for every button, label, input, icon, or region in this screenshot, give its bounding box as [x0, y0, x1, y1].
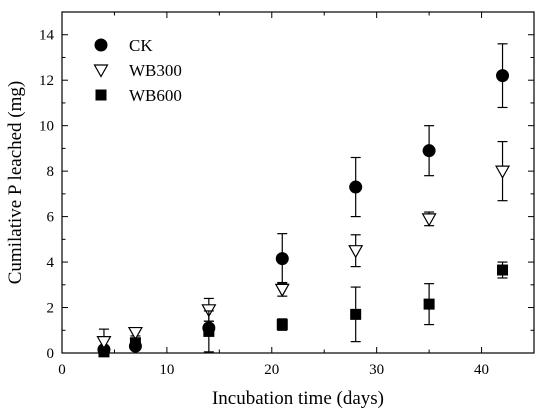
data-point: [423, 298, 435, 310]
data-point: [421, 213, 437, 227]
x-tick-label: 30: [369, 362, 384, 378]
plot-frame: [61, 11, 535, 354]
y-tick-label: 0: [47, 346, 55, 362]
x-tick-label: 20: [264, 362, 279, 378]
x-tick-label: 0: [58, 362, 66, 378]
legend-marker: [94, 38, 108, 52]
y-tick-label: 8: [47, 164, 55, 180]
x-tick-label: 10: [159, 362, 174, 378]
legend-label: WB600: [129, 86, 182, 105]
legend-entry: WB600: [95, 86, 182, 105]
y-tick-label: 12: [39, 73, 54, 89]
data-point: [274, 283, 290, 298]
data-points: [96, 43, 511, 358]
x-tick-label: 40: [474, 362, 489, 378]
legend-entry: CK: [94, 36, 153, 55]
y-tick-label: 4: [47, 255, 55, 271]
y-tick-label: 14: [39, 28, 55, 44]
data-point: [203, 325, 215, 337]
data-point: [495, 165, 511, 179]
data-point: [276, 319, 288, 331]
y-tick-label: 2: [47, 301, 55, 317]
legend-label: WB300: [129, 61, 182, 80]
y-tick-label: 6: [47, 210, 55, 226]
data-point: [96, 336, 112, 350]
data-point: [348, 245, 364, 259]
data-point: [350, 308, 362, 320]
legend-entry: WB300: [93, 61, 182, 80]
series-wb600: [98, 261, 509, 358]
data-point: [496, 69, 510, 83]
y-axis-title: Cumilative P leached (mg): [5, 81, 26, 285]
legend: CK WB300 WB600: [93, 36, 182, 105]
data-point: [349, 180, 363, 194]
x-axis-title: Incubation time (days): [212, 388, 384, 409]
legend-marker: [93, 64, 109, 78]
y-tick-label: 10: [39, 119, 54, 135]
data-point: [422, 144, 436, 158]
ticks: 0 10 20 30 40 0 2 4 6 8 10 12 14: [39, 12, 534, 378]
data-point: [497, 264, 509, 276]
data-point: [129, 337, 141, 349]
data-point: [275, 252, 289, 266]
legend-label: CK: [129, 36, 153, 55]
data-point: [127, 326, 143, 341]
series-wb300: [96, 140, 511, 355]
legend-marker: [95, 89, 107, 101]
data-point: [98, 346, 110, 358]
